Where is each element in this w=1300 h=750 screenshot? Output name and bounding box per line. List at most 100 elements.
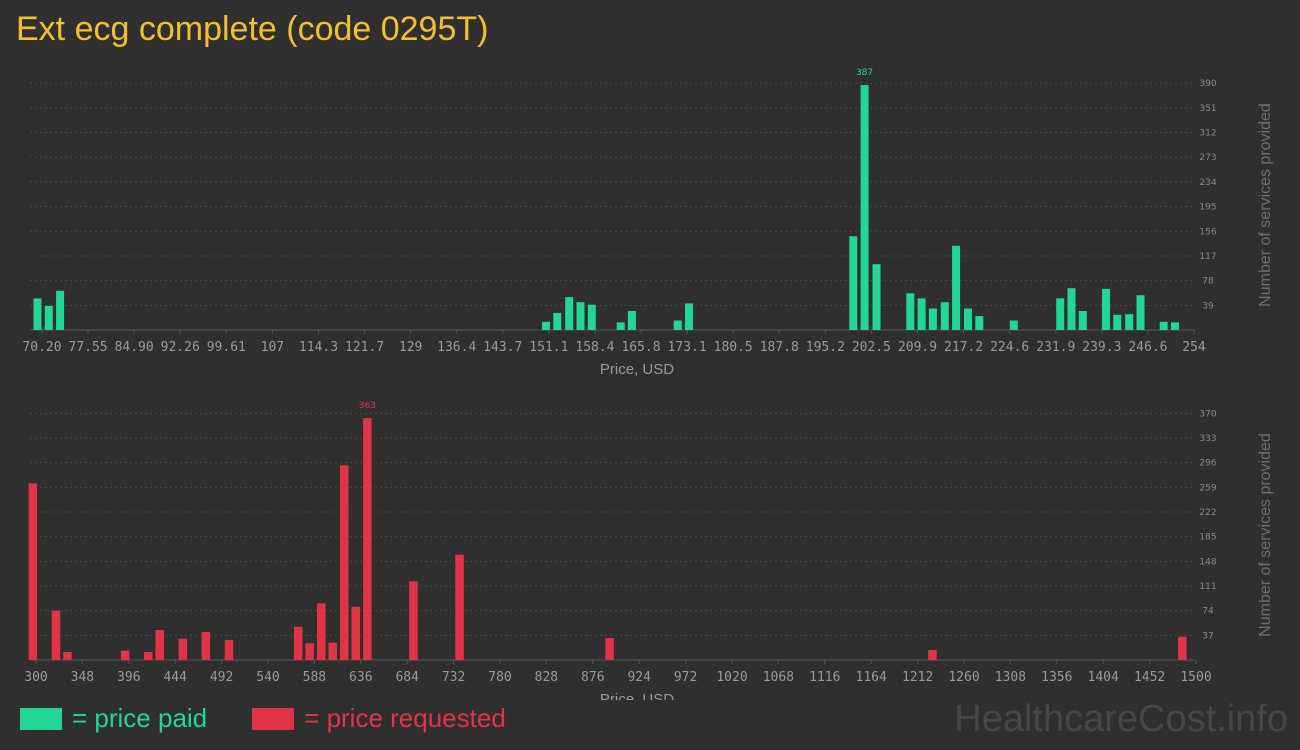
bar bbox=[44, 305, 53, 330]
x-tick-label: 348 bbox=[71, 670, 94, 685]
y-tick-label: 296 bbox=[1199, 459, 1216, 469]
x-tick-label: 1068 bbox=[763, 670, 794, 685]
y-tick-label: 37 bbox=[1202, 631, 1213, 641]
x-tick-label: 1260 bbox=[948, 670, 979, 685]
bar bbox=[1078, 311, 1087, 330]
y-tick-label: 117 bbox=[1199, 252, 1216, 262]
bar bbox=[940, 302, 949, 330]
bar bbox=[28, 483, 38, 660]
bar bbox=[928, 650, 937, 660]
bar bbox=[1113, 314, 1122, 330]
bar bbox=[224, 640, 234, 660]
bar bbox=[605, 638, 614, 660]
bar bbox=[1159, 321, 1168, 330]
bar bbox=[685, 303, 693, 330]
y-tick-label: 195 bbox=[1199, 203, 1216, 213]
x-tick-label: 684 bbox=[395, 670, 419, 685]
x-tick-label: 70.20 bbox=[22, 340, 61, 355]
bar bbox=[917, 298, 926, 330]
bar bbox=[328, 642, 337, 660]
bar bbox=[63, 652, 72, 660]
bar bbox=[155, 630, 164, 660]
bar bbox=[906, 293, 915, 330]
x-tick-label: 492 bbox=[210, 670, 233, 685]
x-tick-label: 173.1 bbox=[668, 340, 707, 355]
x-tick-label: 231.9 bbox=[1036, 340, 1075, 355]
bar bbox=[293, 626, 303, 660]
peak-data-label: 363 bbox=[359, 401, 376, 411]
y-axis-title: Number of services provided bbox=[1257, 103, 1274, 307]
x-tick-label: 195.2 bbox=[806, 340, 845, 355]
bar bbox=[872, 264, 881, 330]
x-tick-label: 77.55 bbox=[69, 340, 108, 355]
bar bbox=[1125, 314, 1134, 330]
legend-item-paid: = price paid bbox=[20, 703, 207, 734]
x-tick-label: 99.61 bbox=[207, 340, 246, 355]
x-tick-label: 202.5 bbox=[852, 340, 891, 355]
y-tick-label: 156 bbox=[1199, 227, 1216, 237]
x-tick-label: 180.5 bbox=[714, 340, 753, 355]
x-tick-label: 165.8 bbox=[621, 340, 660, 355]
x-tick-label: 972 bbox=[674, 670, 697, 685]
x-tick-label: 114.3 bbox=[299, 340, 338, 355]
bar bbox=[33, 298, 42, 330]
y-tick-label: 39 bbox=[1202, 301, 1214, 311]
bar bbox=[56, 290, 65, 330]
bar bbox=[849, 236, 858, 330]
bar bbox=[542, 321, 550, 330]
x-tick-label: 828 bbox=[535, 670, 558, 685]
watermark: HealthcareCost.info bbox=[954, 698, 1288, 740]
bar bbox=[1136, 295, 1145, 330]
legend-swatch-requested bbox=[252, 707, 295, 730]
bar bbox=[201, 632, 211, 660]
y-axis-title: Number of services provided bbox=[1257, 433, 1274, 637]
x-tick-label: 129 bbox=[399, 340, 422, 355]
bar bbox=[409, 581, 418, 660]
x-tick-label: 1020 bbox=[716, 670, 747, 685]
x-tick-label: 636 bbox=[349, 670, 372, 685]
x-tick-label: 924 bbox=[627, 670, 651, 685]
x-tick-label: 1164 bbox=[856, 670, 887, 685]
y-tick-label: 74 bbox=[1202, 607, 1214, 617]
x-tick-label: 158.4 bbox=[575, 340, 614, 355]
x-tick-label: 92.26 bbox=[161, 340, 200, 355]
bar bbox=[928, 308, 937, 330]
x-tick-label: 1308 bbox=[995, 670, 1026, 685]
y-tick-label: 351 bbox=[1199, 104, 1216, 114]
bar bbox=[51, 610, 61, 660]
x-tick-label: 444 bbox=[163, 670, 187, 685]
charts-canvas: 39 78 117 156 195 234 273 312 351 390 387 70.20 77.5… bbox=[22, 68, 1274, 700]
x-tick-label: 780 bbox=[488, 670, 511, 685]
bar bbox=[1056, 298, 1065, 330]
bar bbox=[455, 554, 464, 660]
y-tick-label: 222 bbox=[1199, 508, 1216, 518]
bar bbox=[1067, 288, 1076, 330]
x-tick-label: 1356 bbox=[1041, 670, 1072, 685]
x-tick-label: 300 bbox=[24, 670, 47, 685]
bar bbox=[1009, 320, 1018, 330]
x-tick-label: 1212 bbox=[902, 670, 933, 685]
x-tick-label: 540 bbox=[256, 670, 279, 685]
legend-label-paid: = price paid bbox=[72, 703, 208, 733]
bar bbox=[351, 606, 360, 660]
x-tick-label: 143.7 bbox=[483, 340, 522, 355]
y-tick-label: 273 bbox=[1199, 153, 1216, 163]
x-tick-label: 151.1 bbox=[529, 340, 568, 355]
bar bbox=[1102, 288, 1110, 330]
price-requested-chart: 37 74 111 148 185 222 259 296 333 370 363 300 348 396… bbox=[24, 401, 1274, 700]
x-tick-label: 107 bbox=[261, 340, 284, 355]
x-tick-label: 239.3 bbox=[1082, 340, 1121, 355]
bar bbox=[964, 308, 972, 330]
x-tick-label: 876 bbox=[581, 670, 604, 685]
y-tick-label: 148 bbox=[1199, 557, 1216, 567]
y-tick-label: 390 bbox=[1199, 79, 1216, 89]
y-tick-label: 312 bbox=[1199, 129, 1216, 139]
bar bbox=[587, 304, 596, 330]
x-tick-label: 121.7 bbox=[345, 340, 384, 355]
y-tick-label: 185 bbox=[1199, 533, 1216, 543]
y-tick-label: 370 bbox=[1199, 409, 1216, 419]
x-tick-label: 732 bbox=[442, 670, 465, 685]
bar bbox=[952, 245, 961, 330]
x-tick-label: 254 bbox=[1182, 340, 1206, 355]
bar bbox=[565, 297, 574, 330]
